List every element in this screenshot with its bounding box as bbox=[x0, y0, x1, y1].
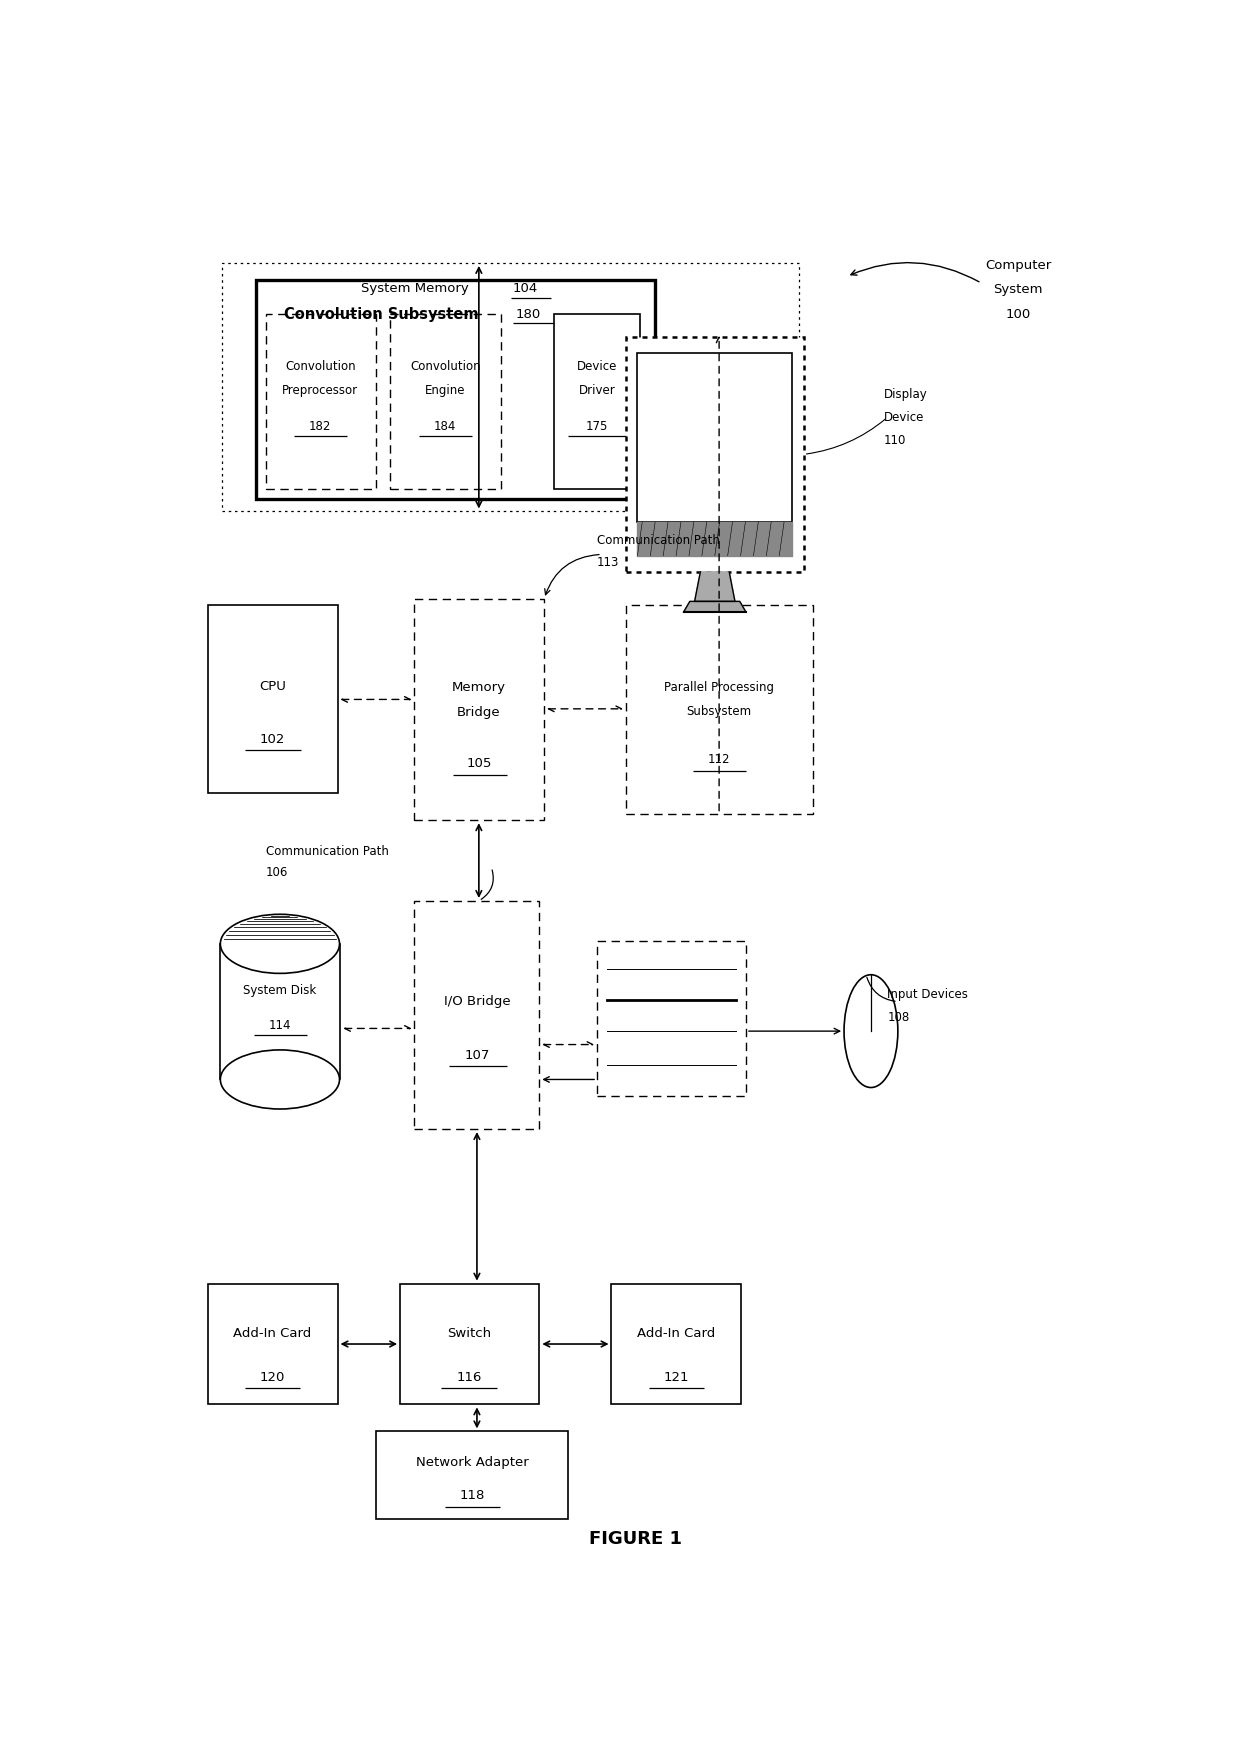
Bar bbox=[401, 1284, 539, 1404]
Text: 182: 182 bbox=[309, 420, 331, 433]
Text: FIGURE 1: FIGURE 1 bbox=[589, 1529, 682, 1547]
Text: 110: 110 bbox=[883, 434, 905, 446]
Text: Subsystem: Subsystem bbox=[687, 705, 751, 719]
Text: System Disk: System Disk bbox=[243, 984, 316, 998]
Text: CPU: CPU bbox=[259, 680, 285, 692]
Text: Memory: Memory bbox=[451, 680, 506, 694]
Bar bbox=[221, 944, 340, 1080]
Bar bbox=[208, 1284, 337, 1404]
Text: Computer: Computer bbox=[985, 260, 1052, 272]
Text: Input Devices: Input Devices bbox=[888, 989, 968, 1001]
Ellipse shape bbox=[844, 975, 898, 1088]
Text: Device: Device bbox=[883, 412, 924, 424]
Bar bbox=[596, 942, 746, 1095]
Text: 104: 104 bbox=[512, 283, 538, 295]
Text: Communication Path: Communication Path bbox=[596, 534, 720, 548]
Text: System Memory: System Memory bbox=[361, 283, 469, 295]
Bar bbox=[414, 902, 539, 1128]
Text: Device: Device bbox=[577, 359, 618, 373]
Bar bbox=[391, 314, 501, 488]
Text: Convolution: Convolution bbox=[285, 359, 356, 373]
Polygon shape bbox=[694, 572, 735, 602]
Text: Add-In Card: Add-In Card bbox=[636, 1327, 715, 1339]
Bar bbox=[611, 1284, 742, 1404]
Text: 180: 180 bbox=[516, 307, 541, 321]
Text: 107: 107 bbox=[464, 1048, 490, 1062]
Text: Parallel Processing: Parallel Processing bbox=[665, 680, 774, 694]
Text: 175: 175 bbox=[585, 420, 609, 433]
Text: 108: 108 bbox=[888, 1012, 909, 1024]
Text: I/O Bridge: I/O Bridge bbox=[444, 996, 510, 1008]
Text: 112: 112 bbox=[708, 753, 730, 766]
Bar bbox=[414, 598, 544, 820]
Text: 113: 113 bbox=[596, 556, 620, 569]
Text: Communication Path: Communication Path bbox=[265, 844, 388, 858]
Bar bbox=[626, 605, 813, 813]
Polygon shape bbox=[683, 602, 746, 612]
Text: 100: 100 bbox=[1006, 307, 1030, 321]
Bar bbox=[637, 352, 792, 521]
Text: 121: 121 bbox=[663, 1371, 688, 1385]
Text: Bridge: Bridge bbox=[458, 706, 501, 719]
Bar bbox=[265, 314, 376, 488]
Text: Preprocessor: Preprocessor bbox=[283, 384, 358, 398]
Text: Convolution Subsystem: Convolution Subsystem bbox=[284, 307, 479, 321]
Bar bbox=[376, 1432, 568, 1519]
Bar bbox=[208, 605, 337, 794]
Ellipse shape bbox=[221, 914, 340, 973]
Text: Network Adapter: Network Adapter bbox=[415, 1456, 528, 1468]
Text: 118: 118 bbox=[460, 1489, 485, 1502]
Text: Driver: Driver bbox=[579, 384, 615, 398]
Bar bbox=[255, 281, 655, 499]
Bar bbox=[222, 263, 799, 511]
Text: Engine: Engine bbox=[425, 384, 465, 398]
Text: 116: 116 bbox=[456, 1371, 482, 1385]
Text: Display: Display bbox=[883, 389, 928, 401]
Text: 105: 105 bbox=[466, 757, 491, 771]
Text: Add-In Card: Add-In Card bbox=[233, 1327, 311, 1339]
Text: Convolution: Convolution bbox=[410, 359, 481, 373]
Text: 120: 120 bbox=[259, 1371, 285, 1385]
Bar bbox=[554, 314, 640, 488]
Ellipse shape bbox=[221, 1050, 340, 1109]
Text: System: System bbox=[993, 283, 1043, 296]
Text: 184: 184 bbox=[434, 420, 456, 433]
Text: 106: 106 bbox=[265, 867, 288, 879]
Text: 114: 114 bbox=[269, 1018, 291, 1032]
Text: 102: 102 bbox=[259, 732, 285, 746]
Text: Switch: Switch bbox=[448, 1327, 491, 1339]
Bar bbox=[626, 337, 804, 572]
